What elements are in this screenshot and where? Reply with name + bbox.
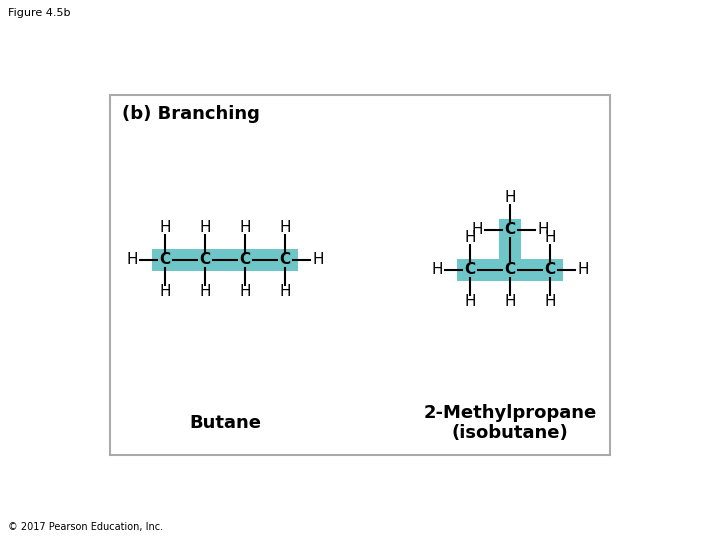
Text: C: C (505, 262, 516, 278)
Text: H: H (504, 294, 516, 309)
Text: C: C (544, 262, 556, 278)
Text: C: C (159, 253, 171, 267)
Text: H: H (544, 294, 556, 309)
Text: H: H (577, 262, 589, 278)
Text: H: H (279, 285, 291, 300)
Text: H: H (239, 220, 251, 235)
FancyBboxPatch shape (110, 95, 610, 455)
Text: H: H (279, 220, 291, 235)
Text: (b) Branching: (b) Branching (122, 105, 260, 123)
Text: © 2017 Pearson Education, Inc.: © 2017 Pearson Education, Inc. (8, 522, 163, 532)
FancyBboxPatch shape (499, 219, 521, 259)
Text: Butane: Butane (189, 414, 261, 432)
Text: H: H (312, 253, 324, 267)
Text: H: H (544, 231, 556, 246)
Text: H: H (159, 285, 171, 300)
Text: H: H (464, 231, 476, 246)
Text: C: C (199, 253, 210, 267)
Text: C: C (464, 262, 476, 278)
FancyBboxPatch shape (457, 259, 563, 281)
Text: H: H (199, 285, 211, 300)
Text: C: C (279, 253, 291, 267)
Text: H: H (504, 191, 516, 206)
Text: C: C (505, 222, 516, 238)
Text: H: H (239, 285, 251, 300)
Text: H: H (472, 222, 482, 238)
Text: H: H (464, 294, 476, 309)
Text: 2-Methylpropane
(isobutane): 2-Methylpropane (isobutane) (423, 403, 597, 442)
Text: H: H (159, 220, 171, 235)
Text: Figure 4.5b: Figure 4.5b (8, 8, 71, 18)
Text: H: H (537, 222, 549, 238)
Text: H: H (199, 220, 211, 235)
Text: H: H (126, 253, 138, 267)
Text: C: C (240, 253, 251, 267)
Text: H: H (431, 262, 443, 278)
FancyBboxPatch shape (152, 249, 298, 271)
